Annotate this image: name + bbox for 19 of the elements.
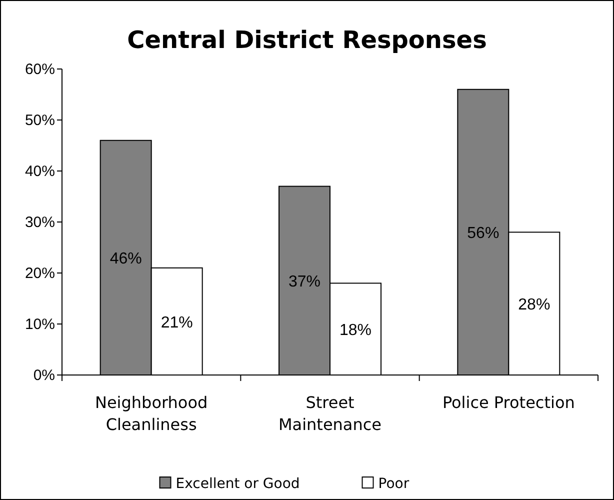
data-label: 21% <box>160 314 193 332</box>
y-tick-label: 20% <box>24 265 55 282</box>
x-tick-label: Street Maintenance <box>278 393 382 434</box>
y-tick-label: 40% <box>24 163 55 180</box>
x-tick-label: Neighborhood Cleanliness <box>94 393 208 434</box>
legend-label: Excellent or Good <box>176 476 300 492</box>
legend-label: Poor <box>378 476 410 492</box>
data-label: 18% <box>339 322 372 340</box>
chart-title: Central District Responses <box>127 26 487 54</box>
data-label: 46% <box>110 250 142 268</box>
data-label: 37% <box>288 274 321 291</box>
y-tick-label: 30% <box>24 214 55 231</box>
x-tick-label: Police Protection <box>442 393 575 412</box>
data-label: 28% <box>518 296 550 314</box>
y-tick-label: 60% <box>24 61 55 78</box>
y-tick-label: 50% <box>24 112 55 129</box>
y-tick-label: 0% <box>33 367 55 384</box>
y-tick-label: 10% <box>24 316 55 333</box>
data-label: 56% <box>467 225 500 242</box>
